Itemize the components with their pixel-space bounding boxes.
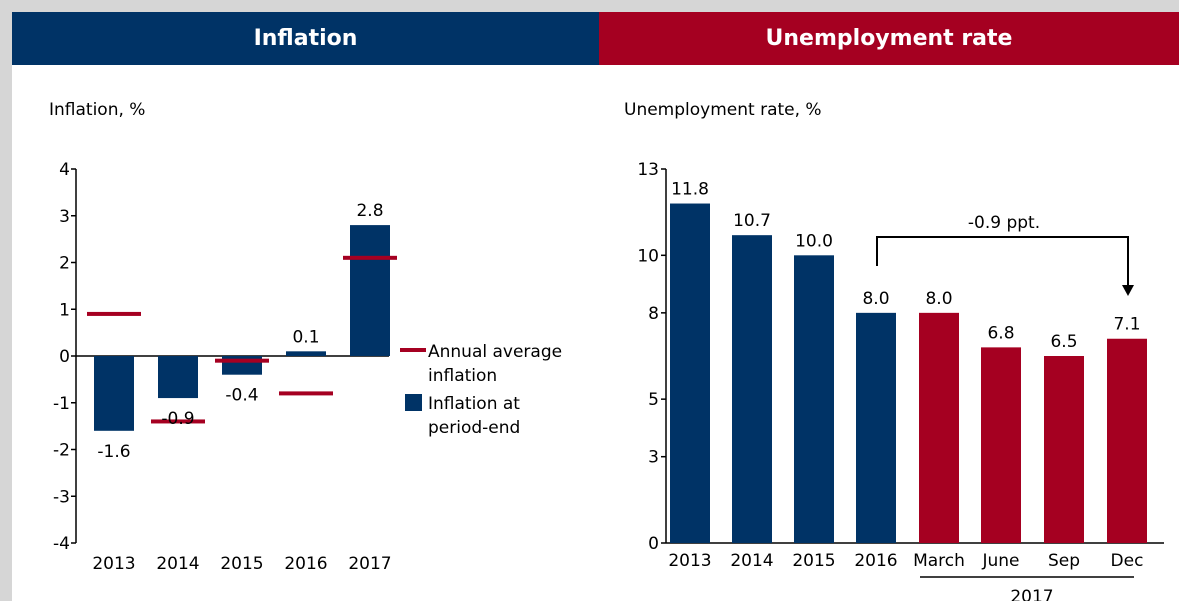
inflation-bar bbox=[158, 356, 198, 399]
inflation-bar bbox=[286, 351, 326, 356]
inflation-axes: -4 -3 -2 -1 0 1 2 3 4 2013 2014 2015 2016 2017 bbox=[53, 160, 392, 574]
inflation-x-tick-label: 2013 bbox=[92, 554, 135, 574]
inflation-bar-label: -1.6 bbox=[97, 442, 130, 462]
unemployment-bar bbox=[1044, 356, 1084, 543]
unemployment-bar-label: 6.8 bbox=[987, 323, 1014, 343]
unemployment-bar bbox=[856, 312, 896, 543]
inflation-y-tick-label: 1 bbox=[59, 300, 70, 320]
inflation-bar-label: 2.8 bbox=[356, 201, 383, 221]
unemployment-y-tick-label: 10 bbox=[637, 246, 659, 266]
unemployment-axes: 0 3 5 8 10 13 2013 2014 2015 2016 March June Sep Dec bbox=[637, 160, 1164, 571]
average-inflation-marker bbox=[343, 255, 397, 260]
unemployment-x-tick-label: Dec bbox=[1111, 551, 1144, 571]
unemployment-y-tick-label: 13 bbox=[637, 160, 659, 180]
unemployment-bar-label: 11.8 bbox=[671, 180, 709, 200]
inflation-bar bbox=[94, 356, 134, 431]
inflation-y-tick-label: -4 bbox=[53, 534, 70, 554]
unemployment-y-tick-label: 5 bbox=[648, 390, 659, 410]
inflation-y-tick-label: -2 bbox=[53, 441, 70, 461]
legend-swatch-period-end bbox=[405, 394, 422, 411]
unemployment-x-tick-label: March bbox=[913, 551, 965, 571]
unemployment-bar-label: 8.0 bbox=[925, 289, 952, 309]
inflation-x-tick-label: 2016 bbox=[284, 554, 327, 574]
chart-panel: Inflation Unemployment rate Inflation, %… bbox=[12, 12, 1179, 601]
inflation-y-tick-label: -1 bbox=[53, 394, 70, 414]
inflation-bar bbox=[350, 225, 390, 356]
legend-average-line1: Annual average bbox=[428, 342, 562, 362]
inflation-header: Inflation bbox=[12, 12, 599, 65]
unemployment-x-tick-label: 2014 bbox=[730, 551, 773, 571]
unemployment-x-tick-label: June bbox=[981, 551, 1019, 571]
unemployment-bar bbox=[919, 312, 959, 543]
legend-period-end-line1: Inflation at bbox=[428, 394, 520, 414]
unemployment-y-tick-label: 8 bbox=[648, 304, 659, 324]
unemployment-y-tick-label: 0 bbox=[648, 534, 659, 554]
annotation-bracket bbox=[876, 236, 1129, 287]
unemployment-bar bbox=[670, 203, 710, 543]
inflation-chart: Inflation, % -4 -3 -2 -1 0 1 2 3 4 2013 2014 2015 20… bbox=[49, 100, 562, 574]
unemployment-chart-title: Unemployment rate, % bbox=[624, 100, 822, 120]
inflation-chart-title: Inflation, % bbox=[49, 100, 145, 120]
unemployment-x-tick-label: 2016 bbox=[854, 551, 897, 571]
unemployment-bar-label: 8.0 bbox=[862, 289, 889, 309]
unemployment-y-tick-label: 3 bbox=[648, 448, 659, 468]
unemployment-bar bbox=[732, 235, 772, 543]
annotation-arrowhead bbox=[1122, 285, 1134, 296]
unemployment-bar bbox=[1107, 338, 1147, 543]
unemployment-x-tick-label: Sep bbox=[1048, 551, 1080, 571]
inflation-y-tick-label: 4 bbox=[59, 160, 70, 180]
inflation-x-tick-label: 2014 bbox=[156, 554, 199, 574]
unemployment-bar bbox=[794, 255, 834, 544]
unemployment-chart: Unemployment rate, % 0 3 5 8 10 13 2013 2014 201… bbox=[624, 100, 1164, 601]
average-inflation-marker bbox=[215, 358, 269, 363]
inflation-y-tick-label: -3 bbox=[53, 487, 70, 507]
unemployment-header-title: Unemployment rate bbox=[765, 26, 1013, 51]
inflation-y-tick-label: 0 bbox=[59, 347, 70, 367]
average-inflation-marker bbox=[87, 311, 141, 316]
unemployment-bar-label: 10.0 bbox=[795, 231, 833, 251]
inflation-bar-label: 0.1 bbox=[292, 327, 319, 347]
legend-swatch-average bbox=[400, 348, 426, 352]
unemployment-bars bbox=[670, 203, 1147, 544]
unemployment-header: Unemployment rate bbox=[599, 12, 1179, 65]
unemployment-bar-label: 7.1 bbox=[1113, 315, 1140, 335]
inflation-average-markers bbox=[87, 255, 397, 424]
unemployment-x-tick-label: 2013 bbox=[668, 551, 711, 571]
unemployment-data-labels: 11.8 10.7 10.0 8.0 8.0 6.8 6.5 7.1 bbox=[671, 180, 1140, 352]
inflation-data-labels: -1.6 -0.9 -0.4 0.1 2.8 bbox=[97, 201, 383, 462]
group-label: 2017 bbox=[1010, 587, 1053, 601]
inflation-bars bbox=[94, 225, 390, 431]
inflation-bar-label: -0.4 bbox=[225, 386, 258, 406]
unemployment-bar-label: 6.5 bbox=[1050, 332, 1077, 352]
annotation-label: -0.9 ppt. bbox=[968, 213, 1040, 233]
average-inflation-marker bbox=[279, 391, 333, 396]
inflation-y-tick-label: 3 bbox=[59, 207, 70, 227]
inflation-legend: Annual average inflation Inflation at pe… bbox=[400, 342, 562, 438]
inflation-header-title: Inflation bbox=[253, 26, 358, 51]
year-group-2017: 2017 bbox=[920, 576, 1134, 601]
legend-period-end-line2: period-end bbox=[428, 418, 520, 438]
unemployment-bar-label: 10.7 bbox=[733, 211, 771, 231]
unemployment-bar bbox=[981, 347, 1021, 543]
charts-svg: Inflation, % -4 -3 -2 -1 0 1 2 3 4 2013 2014 2015 20… bbox=[49, 100, 1164, 601]
change-annotation: -0.9 ppt. bbox=[876, 213, 1134, 296]
inflation-y-tick-label: 2 bbox=[59, 254, 70, 274]
average-inflation-marker bbox=[151, 419, 205, 424]
inflation-x-tick-label: 2017 bbox=[348, 554, 391, 574]
inflation-bar-label: -0.9 bbox=[161, 409, 194, 429]
unemployment-x-tick-label: 2015 bbox=[792, 551, 835, 571]
legend-average-line2: inflation bbox=[428, 366, 497, 386]
inflation-x-tick-label: 2015 bbox=[220, 554, 263, 574]
